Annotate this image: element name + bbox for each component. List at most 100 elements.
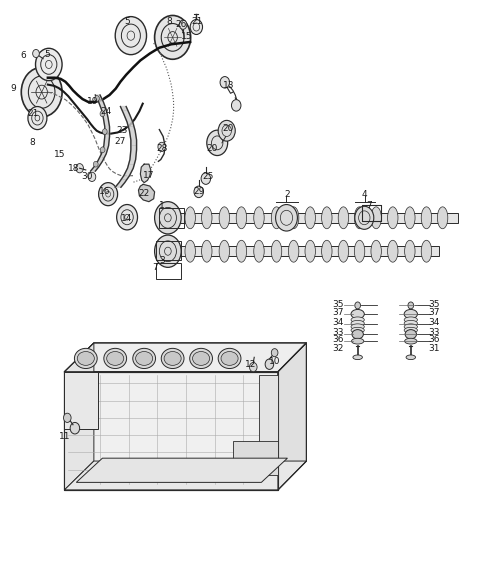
Bar: [156, 263, 180, 279]
Ellipse shape: [221, 352, 238, 365]
Ellipse shape: [338, 207, 348, 229]
Polygon shape: [64, 372, 278, 490]
Circle shape: [98, 183, 118, 205]
Circle shape: [207, 130, 228, 155]
Circle shape: [115, 17, 146, 55]
Ellipse shape: [351, 317, 364, 322]
Text: 15: 15: [180, 31, 192, 41]
Circle shape: [194, 186, 204, 198]
Ellipse shape: [161, 349, 184, 368]
Ellipse shape: [352, 329, 363, 339]
Text: 2: 2: [285, 190, 290, 198]
Ellipse shape: [192, 352, 210, 365]
Ellipse shape: [353, 355, 362, 360]
Ellipse shape: [405, 240, 415, 262]
Text: 37: 37: [332, 308, 343, 317]
Text: 11: 11: [59, 432, 70, 441]
Ellipse shape: [322, 207, 332, 229]
Text: 6: 6: [20, 51, 26, 61]
Circle shape: [100, 147, 105, 152]
Ellipse shape: [351, 310, 364, 319]
Ellipse shape: [338, 240, 348, 262]
Polygon shape: [91, 95, 109, 171]
Circle shape: [70, 423, 80, 434]
Polygon shape: [278, 343, 306, 490]
Ellipse shape: [371, 240, 382, 262]
Circle shape: [28, 107, 47, 130]
Circle shape: [355, 206, 374, 229]
Text: 31: 31: [428, 344, 439, 353]
Polygon shape: [64, 372, 97, 430]
Ellipse shape: [219, 240, 229, 262]
Text: 16: 16: [99, 187, 110, 196]
Ellipse shape: [164, 352, 181, 365]
Circle shape: [271, 349, 278, 357]
Circle shape: [36, 48, 62, 80]
Ellipse shape: [404, 324, 418, 329]
Ellipse shape: [404, 317, 418, 322]
Ellipse shape: [168, 207, 179, 229]
Bar: [362, 204, 382, 221]
Text: 8: 8: [166, 17, 172, 26]
Circle shape: [21, 68, 62, 117]
Ellipse shape: [271, 240, 282, 262]
Ellipse shape: [322, 240, 332, 262]
Text: 21: 21: [192, 17, 203, 26]
Polygon shape: [115, 107, 137, 187]
Text: 17: 17: [143, 171, 154, 180]
Text: 20: 20: [207, 144, 218, 152]
Text: 8: 8: [30, 138, 36, 147]
Circle shape: [408, 302, 414, 309]
Ellipse shape: [77, 352, 95, 365]
Circle shape: [179, 20, 187, 29]
Circle shape: [201, 173, 211, 184]
Text: 3: 3: [159, 256, 165, 265]
Circle shape: [155, 16, 191, 59]
Ellipse shape: [202, 207, 212, 229]
Text: 21: 21: [27, 109, 38, 118]
Circle shape: [220, 77, 229, 88]
Ellipse shape: [168, 240, 179, 262]
Ellipse shape: [136, 352, 153, 365]
Polygon shape: [64, 343, 306, 372]
Ellipse shape: [185, 240, 195, 262]
Circle shape: [102, 129, 107, 134]
Polygon shape: [64, 461, 306, 490]
Text: 26: 26: [175, 20, 186, 29]
Circle shape: [265, 359, 274, 370]
Text: 23: 23: [117, 126, 128, 135]
Text: 35: 35: [428, 300, 439, 309]
Text: 27: 27: [114, 137, 126, 146]
Text: 13: 13: [223, 81, 235, 90]
Text: 28: 28: [156, 144, 168, 153]
Ellipse shape: [218, 349, 241, 368]
Circle shape: [76, 164, 84, 173]
Ellipse shape: [354, 207, 365, 229]
Ellipse shape: [437, 207, 448, 229]
Text: 19: 19: [87, 97, 99, 107]
Text: 29: 29: [193, 187, 204, 196]
Text: 34: 34: [428, 318, 439, 327]
Ellipse shape: [74, 349, 97, 368]
Ellipse shape: [305, 207, 315, 229]
Text: 34: 34: [332, 318, 343, 327]
Circle shape: [155, 201, 181, 234]
Polygon shape: [140, 164, 151, 183]
Ellipse shape: [351, 327, 364, 333]
Ellipse shape: [202, 240, 212, 262]
Ellipse shape: [305, 240, 315, 262]
Text: 5: 5: [44, 50, 50, 59]
Text: 9: 9: [11, 84, 16, 93]
Ellipse shape: [404, 321, 418, 326]
Polygon shape: [138, 184, 155, 201]
Polygon shape: [76, 458, 288, 482]
Text: 22: 22: [139, 189, 150, 197]
Text: 14: 14: [121, 214, 133, 223]
Text: 10: 10: [269, 357, 280, 366]
Ellipse shape: [107, 352, 124, 365]
Text: 4: 4: [361, 190, 367, 198]
Ellipse shape: [271, 207, 282, 229]
Circle shape: [100, 111, 105, 116]
Circle shape: [94, 161, 98, 167]
Text: 37: 37: [428, 308, 439, 317]
